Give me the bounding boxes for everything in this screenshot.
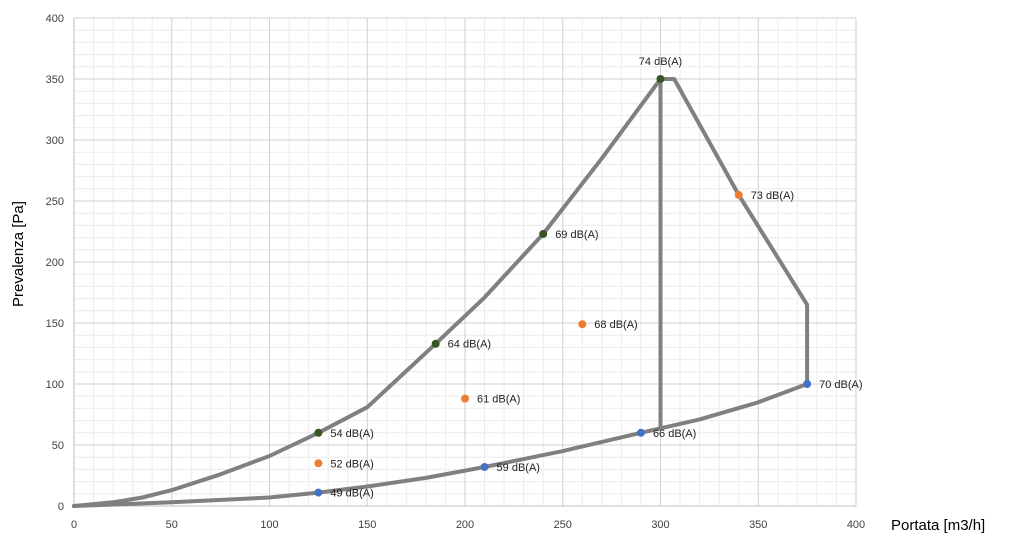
data-label: 68 dB(A): [594, 319, 637, 331]
data-point: [803, 380, 812, 388]
data-point: [578, 320, 587, 329]
data-label: 73 dB(A): [751, 190, 794, 202]
x-axis-title: Portata [m3/h]: [891, 517, 985, 534]
y-tick-label: 150: [46, 318, 64, 330]
x-tick-label: 350: [749, 519, 767, 531]
data-label: 59 dB(A): [497, 462, 540, 474]
x-tick-labels: 0 50 100 150 200 250 300 350 400: [71, 519, 865, 531]
y-tick-label: 200: [46, 257, 64, 269]
data-label: 64 dB(A): [448, 339, 491, 351]
major-gridlines: [74, 17, 857, 506]
data-label: 54 dB(A): [330, 428, 373, 440]
x-tick-label: 50: [166, 519, 178, 531]
data-label: 49 dB(A): [330, 488, 373, 500]
x-tick-label: 400: [847, 519, 865, 531]
y-axis-title: Prevalenza [Pa]: [10, 201, 27, 307]
curve-lines: [72, 77, 810, 508]
data-point: [314, 428, 323, 437]
y-tick-label: 250: [46, 196, 64, 208]
y-tick-label: 50: [52, 440, 64, 452]
data-label: 61 dB(A): [477, 394, 520, 406]
data-point: [480, 462, 489, 471]
x-tick-label: 0: [71, 519, 77, 531]
x-tick-label: 150: [358, 519, 376, 531]
data-point: [314, 488, 323, 497]
x-tick-label: 300: [651, 519, 669, 531]
y-tick-label: 100: [46, 379, 64, 391]
x-tick-label: 200: [456, 519, 474, 531]
data-point: [461, 394, 469, 403]
data-point: [734, 190, 743, 199]
y-tick-label: 350: [46, 74, 64, 86]
data-point: [314, 459, 323, 468]
data-label: 66 dB(A): [653, 428, 696, 440]
data-label: 70 dB(A): [819, 379, 862, 391]
data-point: [539, 229, 548, 238]
y-tick-label: 0: [58, 501, 64, 513]
y-tick-label: 400: [46, 13, 64, 25]
data-label: 52 dB(A): [330, 458, 373, 470]
y-tick-labels: 0 50 100 150 200 250 300 350 400: [46, 13, 64, 513]
envelope-curve: [72, 382, 810, 508]
data-point: [636, 428, 645, 437]
x-tick-label: 100: [260, 519, 278, 531]
envelope-curve: [72, 77, 810, 508]
y-tick-label: 300: [46, 135, 64, 147]
data-label: 69 dB(A): [555, 229, 598, 241]
axis-lines: [73, 18, 856, 507]
data-point: [431, 339, 440, 348]
data-label: 74 dB(A): [639, 56, 682, 68]
data-point: [656, 75, 665, 83]
data-points: [314, 75, 812, 497]
data-labels: 74 dB(A) 69 dB(A) 64 dB(A) 54 dB(A) 73 dB(A)…: [330, 56, 862, 500]
x-tick-label: 250: [554, 519, 572, 531]
